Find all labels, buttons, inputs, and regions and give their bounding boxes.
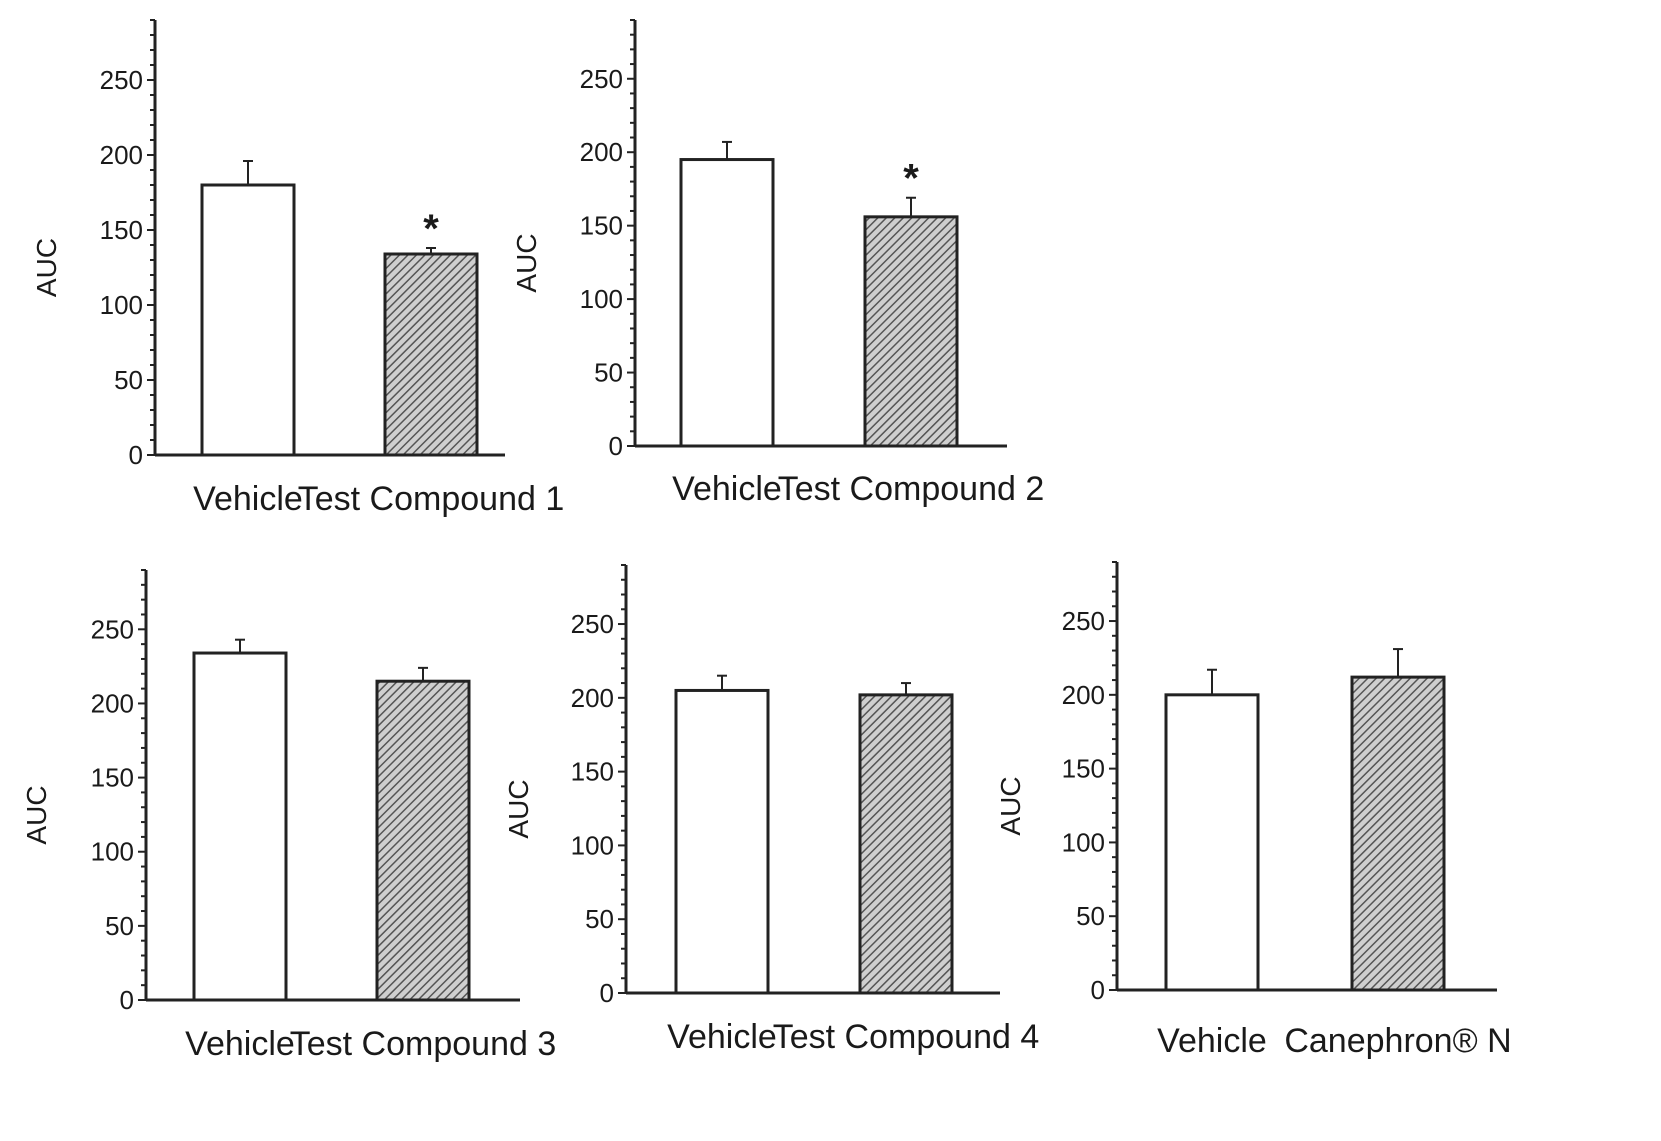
- bar-treatment: [375, 679, 471, 1002]
- chart-panel-5: 0 50 100 150 200 250 AUC Vehicle Canephron® N: [995, 561, 1512, 1060]
- y-tick-label: 200: [571, 683, 614, 713]
- y-tick-label: 0: [120, 985, 134, 1015]
- category-label: Vehicle: [1157, 1022, 1267, 1060]
- significance-marker: *: [903, 157, 919, 201]
- y-tick-label: 150: [571, 757, 614, 787]
- bar-vehicle: [679, 158, 775, 448]
- bar-treatment: [863, 215, 959, 448]
- y-tick-label: 50: [114, 365, 143, 395]
- bar-vehicle: [1164, 693, 1260, 992]
- y-axis-title: AUC: [21, 785, 52, 844]
- bar-vehicle: [200, 183, 296, 457]
- y-axis-title: AUC: [31, 238, 62, 297]
- y-tick-label: 100: [100, 290, 143, 320]
- y-tick-label: 250: [100, 65, 143, 95]
- bar-treatment: [858, 693, 954, 995]
- chart-panel-2: 0 50 100 150 200 250 AUC Vehicle * Test Compound …: [511, 19, 1045, 508]
- y-tick-label: 150: [1062, 754, 1105, 784]
- y-tick-label: 100: [580, 284, 623, 314]
- chart-panel-1: 0 50 100 150 200 250 AUC Vehicle * Test Compound …: [31, 19, 565, 518]
- y-tick-label: 0: [129, 440, 143, 470]
- y-tick-label: 100: [1062, 827, 1105, 857]
- category-label: Vehicle: [193, 480, 303, 518]
- y-axis-title: AUC: [995, 776, 1026, 835]
- y-tick-label: 150: [100, 215, 143, 245]
- bar-treatment: [1350, 675, 1446, 992]
- category-label: Test Compound 4: [773, 1018, 1040, 1056]
- y-tick-label: 200: [91, 688, 134, 718]
- y-tick-label: 100: [91, 837, 134, 867]
- category-label: Test Compound 2: [778, 470, 1045, 508]
- significance-marker: *: [423, 207, 439, 251]
- y-tick-label: 150: [580, 211, 623, 241]
- category-label: Vehicle: [667, 1018, 777, 1056]
- y-tick-label: 0: [1091, 975, 1105, 1005]
- y-tick-label: 250: [91, 614, 134, 644]
- y-tick-label: 0: [600, 978, 614, 1008]
- y-tick-label: 200: [100, 140, 143, 170]
- y-tick-label: 50: [594, 358, 623, 388]
- y-tick-label: 200: [1062, 680, 1105, 710]
- bar-vehicle: [192, 651, 288, 1002]
- category-label: Canephron® N: [1284, 1022, 1511, 1060]
- y-tick-label: 100: [571, 830, 614, 860]
- y-tick-label: 50: [1076, 901, 1105, 931]
- y-tick-label: 0: [609, 431, 623, 461]
- y-tick-label: 50: [585, 904, 614, 934]
- category-label: Vehicle: [672, 470, 782, 508]
- y-tick-label: 150: [91, 763, 134, 793]
- y-tick-label: 50: [105, 911, 134, 941]
- category-label: Vehicle: [185, 1025, 295, 1063]
- bar-treatment: [383, 252, 479, 457]
- y-tick-label: 200: [580, 137, 623, 167]
- y-tick-label: 250: [571, 609, 614, 639]
- category-label: Test Compound 3: [290, 1025, 557, 1063]
- y-tick-label: 250: [580, 64, 623, 94]
- y-tick-label: 250: [1062, 606, 1105, 636]
- y-axis-title: AUC: [511, 233, 542, 292]
- bar-vehicle: [674, 688, 770, 995]
- y-axis-title: AUC: [503, 779, 534, 838]
- category-label: Test Compound 1: [298, 480, 565, 518]
